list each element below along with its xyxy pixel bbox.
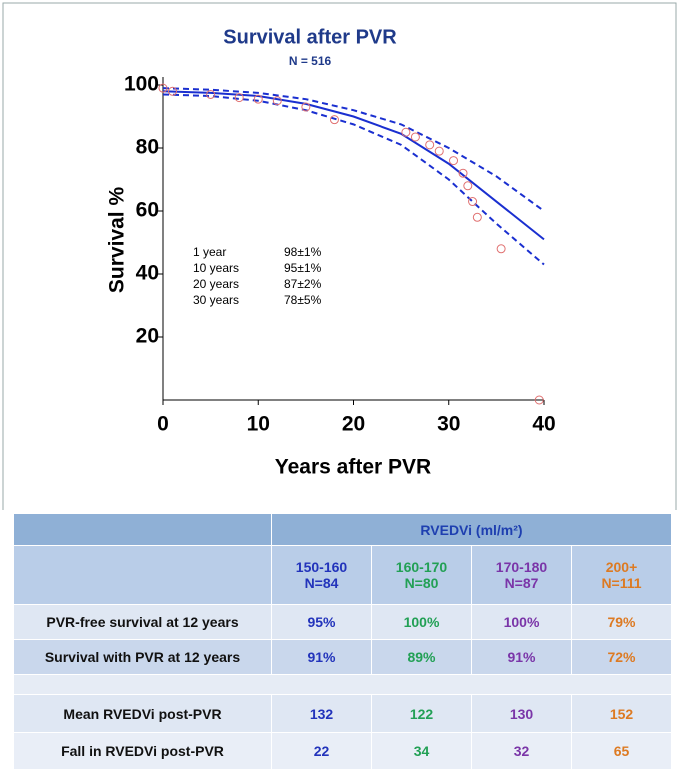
- cell-value: 91%: [272, 640, 372, 675]
- column-header-range: 150-160: [295, 559, 348, 575]
- spacer-row: [14, 675, 672, 695]
- row-label: Survival with PVR at 12 years: [14, 640, 272, 675]
- cell-value: 34: [372, 733, 472, 770]
- column-header: 150-160 N=84: [272, 546, 372, 605]
- cell-value: 91%: [472, 640, 572, 675]
- x-tick-label: 30: [437, 413, 460, 436]
- y-tick-label: 40: [136, 262, 159, 285]
- x-tick-label: 40: [532, 413, 555, 436]
- cell-value: 100%: [372, 605, 472, 640]
- x-axis-label: Years after PVR: [275, 456, 431, 479]
- cell-value: 95%: [272, 605, 372, 640]
- cell-value: 100%: [472, 605, 572, 640]
- annotation-label: 10 years: [193, 261, 239, 275]
- data-point: [463, 181, 473, 191]
- data-point: [272, 96, 282, 106]
- column-header-n: N=87: [504, 575, 539, 591]
- annotation-value: 98±1%: [284, 245, 322, 259]
- data-point: [158, 83, 168, 93]
- y-tick-label: 100: [124, 73, 159, 96]
- data-point: [534, 395, 544, 405]
- row-label: PVR-free survival at 12 years: [14, 605, 272, 640]
- frame: [2, 2, 677, 510]
- data-point: [472, 212, 482, 222]
- cell-value: 122: [372, 695, 472, 733]
- cell-value: 89%: [372, 640, 472, 675]
- data-point: [234, 93, 244, 103]
- column-header-range: 170-180: [495, 559, 548, 575]
- data-point: [401, 127, 411, 137]
- row-label: Fall in RVEDVi post-PVR: [14, 733, 272, 770]
- data-point: [301, 102, 311, 112]
- data-point: [206, 89, 216, 99]
- cell-value: 130: [472, 695, 572, 733]
- header-blank: [14, 514, 272, 546]
- x-tick-label: 20: [342, 413, 365, 436]
- y-tick-label: 80: [136, 136, 159, 159]
- data-point: [449, 156, 459, 166]
- row-label: Mean RVEDVi post-PVR: [14, 695, 272, 733]
- curve: [162, 90, 545, 241]
- x-tick-label: 10: [247, 413, 270, 436]
- cell-value: 22: [272, 733, 372, 770]
- annotation-label: 30 years: [193, 293, 239, 307]
- column-header: 200+ N=111: [572, 546, 672, 605]
- data-point: [253, 94, 263, 104]
- annotation-value: 78±5%: [284, 293, 322, 307]
- data-point: [434, 146, 444, 156]
- cell-value: 32: [472, 733, 572, 770]
- cell-value: 65: [572, 733, 672, 770]
- column-header-n: N=80: [404, 575, 439, 591]
- group-header: RVEDVi (ml/m²): [272, 514, 672, 546]
- column-header: 160-170 N=80: [372, 546, 472, 605]
- chart-title: Survival after PVR: [223, 26, 397, 48]
- header-blank: [14, 546, 272, 605]
- data-point: [458, 168, 468, 178]
- column-header-range: 160-170: [395, 559, 448, 575]
- cell-value: 132: [272, 695, 372, 733]
- data-point: [496, 244, 506, 254]
- annotation-value: 87±2%: [284, 277, 322, 291]
- cell-value: 152: [572, 695, 672, 733]
- data-point: [329, 115, 339, 125]
- annotation-label: 1 year: [193, 245, 226, 259]
- curve: [162, 87, 545, 212]
- curve: [162, 93, 545, 266]
- data-point: [468, 197, 478, 207]
- data-point: [168, 86, 178, 96]
- chart: Survival after PVR N = 516 Survival % Ye…: [2, 2, 677, 510]
- column-header-range: 200+: [605, 559, 638, 575]
- data-point: [410, 132, 420, 142]
- chart-subtitle: N = 516: [289, 54, 332, 68]
- annotation-label: 20 years: [193, 277, 239, 291]
- y-tick-label: 60: [136, 199, 159, 222]
- cell-value: 79%: [572, 605, 672, 640]
- y-tick-label: 20: [136, 325, 159, 348]
- annotation-value: 95±1%: [284, 261, 322, 275]
- column-header-n: N=84: [304, 575, 339, 591]
- column-header-n: N=111: [601, 575, 642, 591]
- cell-value: 72%: [572, 640, 672, 675]
- y-axis-label: Survival %: [106, 187, 129, 294]
- column-header: 170-180 N=87: [472, 546, 572, 605]
- data-point: [425, 140, 435, 150]
- x-tick-label: 0: [157, 413, 169, 436]
